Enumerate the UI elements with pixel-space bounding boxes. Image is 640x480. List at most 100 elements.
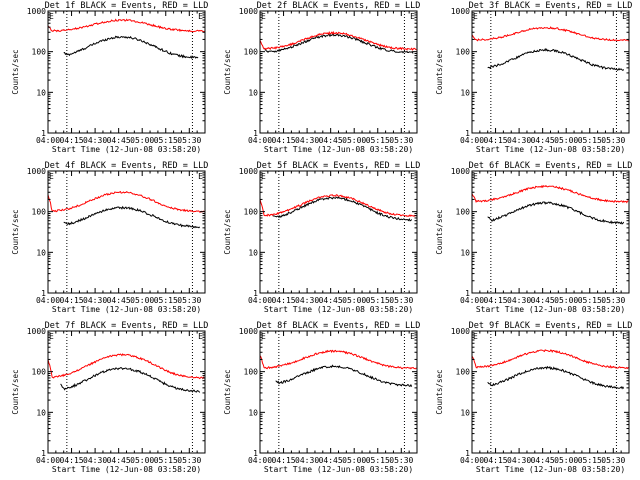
x-tick-label: 05:00: [130, 296, 154, 305]
x-tick-label: 04:30: [295, 456, 319, 465]
x-tick-label: 04:30: [83, 456, 107, 465]
event-marker-label: E: [198, 12, 203, 21]
y-tick-label: 1000: [27, 7, 46, 16]
x-tick-label: 04:15: [484, 456, 508, 465]
panel-6: Det 6f BLACK = Events, RED = LLD 1 10 100 10…: [435, 161, 632, 314]
y-tick-label: 1000: [239, 327, 258, 336]
series-line-lld: [47, 353, 205, 380]
x-axis-label: Start Time (12-Jun-08 03:58:20): [476, 305, 625, 314]
x-tick-label: 05:15: [578, 456, 602, 465]
series-line-events: [63, 35, 199, 60]
panel-title: Det 6f BLACK = Events, RED = LLD: [469, 161, 633, 171]
series-line-events: [63, 205, 201, 229]
x-tick-label: 05:15: [154, 296, 178, 305]
x-tick-label: 05:15: [366, 136, 390, 145]
series-line-lld: [259, 349, 417, 370]
panel-title: Det 2f BLACK = Events, RED = LLD: [257, 1, 421, 11]
y-tick-label: 1000: [239, 167, 258, 176]
y-tick-label: 100: [32, 368, 47, 377]
series-line-events: [275, 364, 413, 387]
panel-title: Det 5f BLACK = Events, RED = LLD: [257, 161, 421, 171]
plot-frame: [47, 330, 206, 454]
plot-frame: [259, 10, 418, 134]
event-marker-label: E: [622, 172, 627, 181]
x-tick-label: 05:15: [154, 136, 178, 145]
y-axis-label: Counts/sec: [223, 369, 232, 414]
x-tick-label: 04:00: [36, 456, 60, 465]
y-tick-label: 1: [41, 129, 46, 138]
x-axis-label: Start Time (12-Jun-08 03:58:20): [264, 305, 413, 314]
x-tick-label: 04:45: [319, 136, 343, 145]
y-tick-label: 1: [465, 129, 470, 138]
x-tick-label: 05:30: [177, 456, 201, 465]
y-axis-label: Counts/sec: [11, 49, 20, 94]
y-tick-label: 100: [244, 208, 259, 217]
x-tick-label: 05:00: [342, 296, 366, 305]
x-tick-label: 04:00: [36, 136, 60, 145]
x-tick-label: 04:30: [83, 136, 107, 145]
panel-title: Det 7f BLACK = Events, RED = LLD: [45, 321, 209, 331]
x-tick-label: 05:15: [366, 296, 390, 305]
y-axis-label: Counts/sec: [223, 49, 232, 94]
panel-4: Det 4f BLACK = Events, RED = LLD 1 10 100 10…: [11, 161, 208, 314]
x-tick-label: 04:45: [531, 296, 555, 305]
y-axis-label: Counts/sec: [435, 209, 444, 254]
series-line-events: [487, 47, 625, 72]
x-axis-label: Start Time (12-Jun-08 03:58:20): [476, 465, 625, 474]
x-tick-label: 05:15: [366, 456, 390, 465]
x-tick-label: 04:00: [36, 296, 60, 305]
series-line-lld: [259, 194, 417, 218]
x-tick-label: 04:30: [295, 296, 319, 305]
panel-title: Det 9f BLACK = Events, RED = LLD: [469, 321, 633, 331]
x-tick-label: 05:00: [342, 456, 366, 465]
series-line-lld: [47, 190, 205, 213]
y-axis-label: Counts/sec: [435, 369, 444, 414]
x-tick-label: 04:15: [60, 136, 84, 145]
y-tick-label: 1000: [451, 167, 470, 176]
y-tick-label: 100: [244, 48, 259, 57]
x-tick-label: 04:45: [319, 456, 343, 465]
x-tick-label: 04:15: [272, 296, 296, 305]
x-tick-label: 05:30: [177, 296, 201, 305]
x-tick-label: 04:00: [460, 136, 484, 145]
y-tick-label: 100: [456, 368, 471, 377]
event-marker-label: E: [473, 332, 478, 341]
y-tick-label: 1000: [451, 327, 470, 336]
event-marker-label: E: [622, 332, 627, 341]
y-axis-label: Counts/sec: [435, 49, 444, 94]
y-axis-label: Counts/sec: [223, 209, 232, 254]
x-tick-label: 05:30: [601, 136, 625, 145]
y-axis-label: Counts/sec: [11, 369, 20, 414]
panel-title: Det 8f BLACK = Events, RED = LLD: [257, 321, 421, 331]
event-marker-label: E: [622, 12, 627, 21]
y-tick-label: 100: [244, 368, 259, 377]
x-tick-label: 04:15: [484, 296, 508, 305]
x-tick-label: 05:30: [389, 296, 413, 305]
series-line-lld: [471, 349, 629, 370]
y-tick-label: 1000: [27, 167, 46, 176]
x-tick-label: 05:15: [154, 456, 178, 465]
x-tick-label: 05:00: [554, 456, 578, 465]
y-tick-label: 100: [456, 48, 471, 57]
series-line-events: [487, 365, 625, 390]
y-tick-label: 1000: [239, 7, 258, 16]
y-tick-label: 10: [460, 408, 470, 417]
x-tick-label: 04:45: [531, 456, 555, 465]
event-marker-label: E: [49, 172, 54, 181]
y-tick-label: 1: [41, 289, 46, 298]
x-tick-label: 04:45: [531, 136, 555, 145]
x-tick-label: 04:45: [107, 136, 131, 145]
x-tick-label: 05:30: [601, 456, 625, 465]
x-tick-label: 04:00: [248, 136, 272, 145]
plot-frame: [259, 170, 418, 294]
x-axis-label: Start Time (12-Jun-08 03:58:20): [52, 305, 201, 314]
event-marker-label: E: [410, 172, 415, 181]
plot-frame: [471, 170, 630, 294]
x-tick-label: 05:00: [554, 296, 578, 305]
plot-frame: [471, 10, 630, 134]
series-line-lld: [471, 26, 629, 42]
y-tick-label: 100: [456, 208, 471, 217]
y-tick-label: 10: [248, 408, 258, 417]
event-marker-label: E: [49, 332, 54, 341]
event-marker-label: E: [198, 172, 203, 181]
